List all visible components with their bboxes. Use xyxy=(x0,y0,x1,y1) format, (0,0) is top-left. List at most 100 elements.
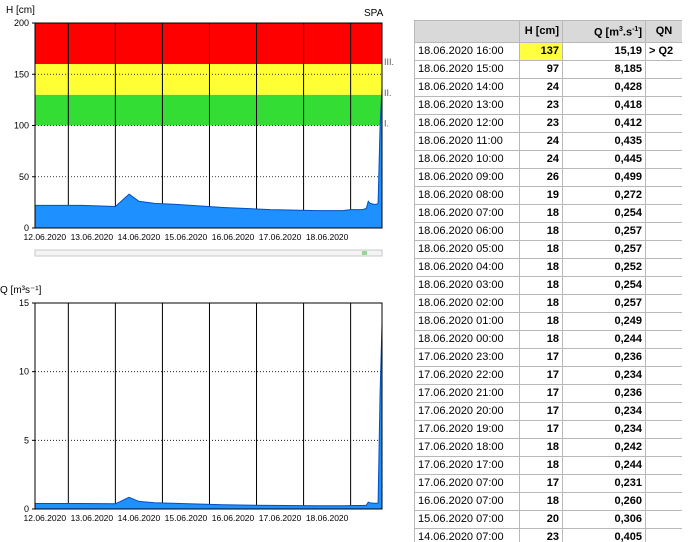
flag-cell xyxy=(645,275,682,295)
table-row[interactable]: 18.06.2020 10:00 24 0,445 xyxy=(414,149,682,169)
q-cell: 0,272 xyxy=(562,185,646,205)
time-cell: 18.06.2020 00:00 xyxy=(414,329,520,349)
warning-band xyxy=(35,94,382,126)
series-line xyxy=(35,323,383,507)
y-tick-label: 100 xyxy=(14,121,29,131)
q-cell: 0,234 xyxy=(562,401,646,421)
h-cell: 18 xyxy=(519,437,563,457)
time-cell: 18.06.2020 12:00 xyxy=(414,113,520,133)
flag-cell xyxy=(645,365,682,385)
flag-cell xyxy=(645,419,682,439)
x-tick-label: 17.06.2020 xyxy=(259,232,302,242)
discharge-chart: Q [m³s⁻¹] 0 5 10 15 12.06.2020 13.06.2020 14.… xyxy=(0,285,383,523)
q-cell: 0,236 xyxy=(562,347,646,367)
qn-column-header[interactable]: QN xyxy=(645,20,682,43)
table-row[interactable]: 17.06.2020 22:00 17 0,234 xyxy=(414,365,682,385)
table-row[interactable]: 18.06.2020 07:00 18 0,254 xyxy=(414,203,682,223)
table-row[interactable]: 14.06.2020 07:00 23 0,405 xyxy=(414,527,682,542)
table-row[interactable]: 17.06.2020 17:00 18 0,244 xyxy=(414,455,682,475)
h-cell: 17 xyxy=(519,419,563,439)
y-tick-label: 0 xyxy=(24,223,29,233)
h-cell: 24 xyxy=(519,77,563,97)
table-row[interactable]: 16.06.2020 07:00 18 0,260 xyxy=(414,491,682,511)
table-row[interactable]: 18.06.2020 08:00 19 0,272 xyxy=(414,185,682,205)
flag-cell xyxy=(645,167,682,187)
q-cell: 0,499 xyxy=(562,167,646,187)
flag-cell xyxy=(645,149,682,169)
flag-cell xyxy=(645,257,682,277)
time-cell: 18.06.2020 13:00 xyxy=(414,95,520,115)
h-cell: 18 xyxy=(519,239,563,259)
time-cell: 18.06.2020 14:00 xyxy=(414,77,520,97)
y-tick-label: 5 xyxy=(24,435,29,445)
q-column-header[interactable]: Q [m3.s-1] xyxy=(562,20,646,43)
table-row[interactable]: 18.06.2020 02:00 18 0,257 xyxy=(414,293,682,313)
table-row[interactable]: 18.06.2020 05:00 18 0,257 xyxy=(414,239,682,259)
band-label: III. xyxy=(384,57,394,67)
table-row[interactable]: 18.06.2020 03:00 18 0,254 xyxy=(414,275,682,295)
time-cell: 17.06.2020 21:00 xyxy=(414,383,520,403)
h-cell: 18 xyxy=(519,203,563,223)
table-row[interactable]: 18.06.2020 16:00 137 15,19 > Q2 xyxy=(414,41,682,61)
flag-cell xyxy=(645,203,682,223)
time-cell: 17.06.2020 19:00 xyxy=(414,419,520,439)
q-cell: 8,185 xyxy=(562,59,646,79)
plot-frame xyxy=(34,302,383,510)
x-tick-label: 15.06.2020 xyxy=(165,232,208,242)
x-tick-label: 15.06.2020 xyxy=(165,513,208,523)
table-row[interactable]: 18.06.2020 12:00 23 0,412 xyxy=(414,113,682,133)
table-row[interactable]: 18.06.2020 00:00 18 0,244 xyxy=(414,329,682,349)
time-cell: 18.06.2020 01:00 xyxy=(414,311,520,331)
band-label: II. xyxy=(384,88,392,98)
flag-cell: > Q2 xyxy=(645,41,682,61)
time-cell: 18.06.2020 15:00 xyxy=(414,59,520,79)
time-column-header[interactable] xyxy=(414,20,520,43)
table-row[interactable]: 17.06.2020 23:00 17 0,236 xyxy=(414,347,682,367)
h-column-header[interactable]: H [cm] xyxy=(519,20,563,43)
h-cell: 18 xyxy=(519,293,563,313)
table-row[interactable]: 18.06.2020 04:00 18 0,252 xyxy=(414,257,682,277)
table-row[interactable]: 18.06.2020 14:00 24 0,428 xyxy=(414,77,682,97)
q-cell: 0,405 xyxy=(562,527,646,542)
time-cell: 18.06.2020 05:00 xyxy=(414,239,520,259)
table-row[interactable]: 18.06.2020 11:00 24 0,435 xyxy=(414,131,682,151)
measurement-table: H [cm] Q [m3.s-1] QN 18.06.2020 16:00 137… xyxy=(414,20,682,542)
flag-cell xyxy=(645,455,682,475)
h-cell: 17 xyxy=(519,383,563,403)
time-cell: 18.06.2020 16:00 xyxy=(414,41,520,61)
table-row[interactable]: 17.06.2020 18:00 18 0,242 xyxy=(414,437,682,457)
x-tick-label: 13.06.2020 xyxy=(71,232,114,242)
time-cell: 18.06.2020 08:00 xyxy=(414,185,520,205)
time-scrollbar[interactable] xyxy=(34,249,383,257)
q-cell: 15,19 xyxy=(562,41,646,61)
table-row[interactable]: 18.06.2020 09:00 26 0,499 xyxy=(414,167,682,187)
q-cell: 0,234 xyxy=(562,365,646,385)
time-cell: 18.06.2020 11:00 xyxy=(414,131,520,151)
q-cell: 0,445 xyxy=(562,149,646,169)
time-cell: 18.06.2020 04:00 xyxy=(414,257,520,277)
flag-cell xyxy=(645,311,682,331)
table-row[interactable]: 18.06.2020 15:00 97 8,185 xyxy=(414,59,682,79)
time-cell: 17.06.2020 22:00 xyxy=(414,365,520,385)
table-row[interactable]: 18.06.2020 01:00 18 0,249 xyxy=(414,311,682,331)
h-cell: 18 xyxy=(519,329,563,349)
table-row[interactable]: 17.06.2020 20:00 17 0,234 xyxy=(414,401,682,421)
time-cell: 17.06.2020 17:00 xyxy=(414,455,520,475)
table-row[interactable]: 18.06.2020 13:00 23 0,418 xyxy=(414,95,682,115)
table-row[interactable]: 15.06.2020 07:00 20 0,306 xyxy=(414,509,682,529)
time-cell: 16.06.2020 07:00 xyxy=(414,491,520,511)
x-tick-label: 18.06.2020 xyxy=(306,232,349,242)
flag-cell xyxy=(645,113,682,133)
h-axis-label: H [cm] xyxy=(6,5,35,16)
station-label: SPA xyxy=(364,8,384,19)
table-row[interactable]: 17.06.2020 07:00 17 0,231 xyxy=(414,473,682,493)
table-row[interactable]: 17.06.2020 21:00 17 0,236 xyxy=(414,383,682,403)
q-cell: 0,435 xyxy=(562,131,646,151)
x-tick-label: 12.06.2020 xyxy=(24,232,67,242)
table-row[interactable]: 17.06.2020 19:00 17 0,234 xyxy=(414,419,682,439)
table-row[interactable]: 18.06.2020 06:00 18 0,257 xyxy=(414,221,682,241)
h-cell: 26 xyxy=(519,167,563,187)
q-cell: 0,249 xyxy=(562,311,646,331)
warning-band xyxy=(35,23,382,64)
flag-cell xyxy=(645,437,682,457)
